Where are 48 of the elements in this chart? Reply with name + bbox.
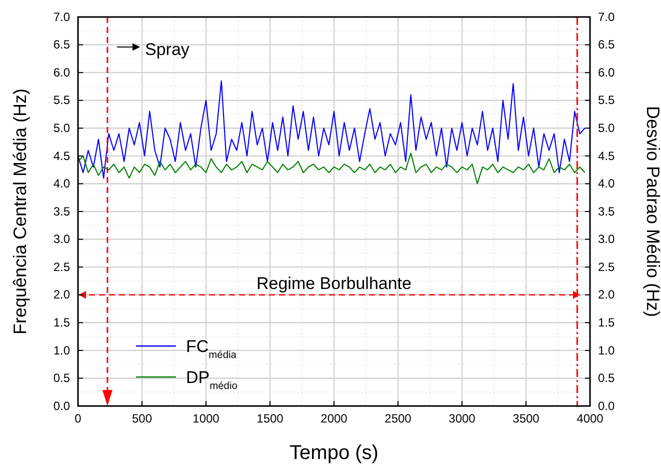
line-series	[77, 80, 586, 179]
x-tick-label: 1000	[192, 412, 220, 426]
y2-tick-label: 6.0	[598, 65, 616, 80]
y-tick-label: 5.5	[53, 93, 70, 108]
y2-tick-label: 5.5	[598, 93, 616, 108]
legend-label: DP$_{médio}$	[186, 368, 238, 392]
x-axis-title: Tempo (s)	[290, 442, 378, 464]
y2-tick-label: 4.5	[598, 148, 616, 163]
y2-tick-label: 2.5	[598, 260, 616, 274]
y2-tick-label: 7.0	[598, 10, 616, 24]
y2-tick-label: 1.0	[598, 343, 616, 358]
y-tick-label: 6.0	[53, 65, 70, 80]
y2-tick-label: 0.5	[598, 371, 616, 386]
ref-line-label: Regime Borbulhante	[256, 274, 412, 293]
y-tick-label: 4.0	[53, 176, 70, 191]
x-tick-label: 500	[132, 412, 152, 426]
y2-axis-title: Desvio Padrao Médio (Hz)	[643, 106, 661, 318]
y2-tick-label: 2.0	[598, 288, 616, 302]
y-tick-label: 7.0	[53, 10, 70, 24]
line-series	[77, 152, 586, 184]
y-tick-label: 2.0	[53, 288, 70, 302]
y2-tick-label: 0.0	[598, 398, 616, 413]
x-tick-label: 3500	[512, 412, 540, 426]
y-tick-label: 5.0	[53, 120, 70, 135]
y-tick-label: 4.5	[53, 148, 70, 163]
annotation: Spray	[145, 40, 190, 59]
legend-label: FC$_{média}$	[186, 337, 237, 360]
y-axis-title: Frequência Central Média (Hz)	[10, 88, 30, 335]
y2-tick-label: 5.0	[598, 120, 616, 135]
y2-tick-label: 6.5	[598, 38, 616, 52]
x-tick-label: 2500	[384, 412, 412, 426]
y2-tick-label: 4.0	[598, 176, 616, 191]
y2-tick-label: 3.5	[598, 204, 616, 218]
x-tick-label: 1500	[256, 412, 284, 426]
y-tick-label: 1.5	[53, 315, 70, 330]
x-tick-label: 3000	[448, 412, 476, 426]
y2-tick-label: 1.5	[598, 315, 616, 330]
y-tick-label: 1.0	[53, 343, 70, 358]
x-tick-label: 4000	[576, 412, 604, 426]
y2-tick-label: 3.0	[598, 232, 616, 246]
y-tick-label: 6.5	[53, 38, 70, 52]
y-tick-label: 0.5	[53, 371, 70, 386]
y-tick-label: 3.0	[53, 232, 70, 246]
y-tick-label: 2.5	[53, 260, 70, 274]
y-tick-label: 0.0	[53, 398, 70, 413]
y-tick-label: 3.5	[53, 204, 70, 218]
x-tick-label: 2000	[320, 412, 348, 426]
x-tick-label: 0	[74, 412, 82, 426]
